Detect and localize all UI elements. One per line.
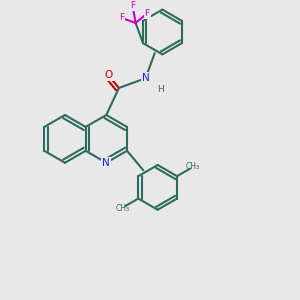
Text: F: F: [145, 9, 150, 18]
Text: N: N: [102, 158, 110, 168]
Text: CH₃: CH₃: [185, 162, 200, 171]
Text: F: F: [119, 14, 124, 22]
Text: H: H: [157, 85, 164, 94]
Text: O: O: [104, 70, 112, 80]
Text: N: N: [142, 73, 149, 83]
Text: CH₃: CH₃: [116, 204, 130, 213]
Text: F: F: [130, 1, 135, 10]
